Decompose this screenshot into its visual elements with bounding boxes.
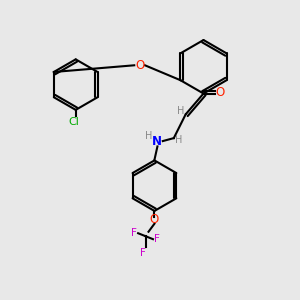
Text: F: F [131,228,137,238]
Text: H: H [146,131,153,141]
Text: O: O [215,85,224,98]
Text: F: F [154,234,160,244]
Text: H: H [176,135,183,145]
Text: F: F [140,248,146,257]
Text: N: N [152,135,162,148]
Text: O: O [150,213,159,226]
Text: H: H [177,106,184,116]
Text: O: O [135,59,144,72]
Text: Cl: Cl [69,117,80,127]
